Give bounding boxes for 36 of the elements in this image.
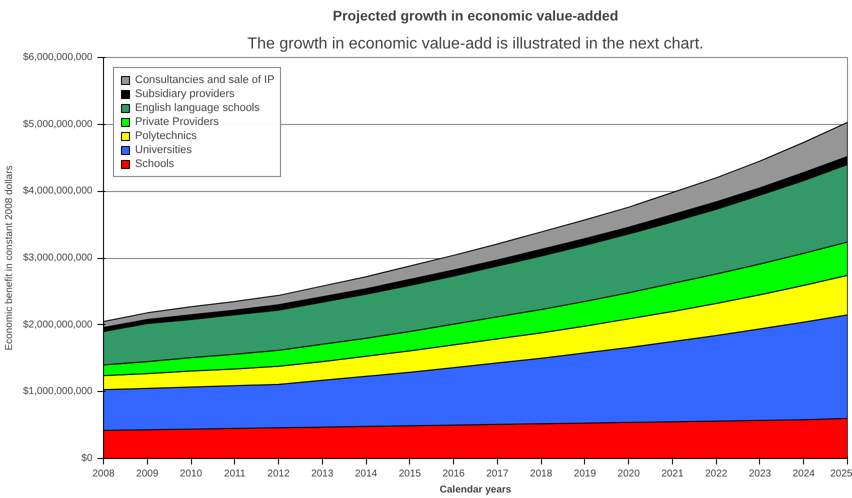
x-tick-label: 2016: [442, 468, 466, 480]
x-tick-label: 2017: [486, 468, 509, 480]
legend-label: Consultancies and sale of IP: [135, 74, 274, 86]
y-axis-title: Economic benefit in constant 2008 dollars: [4, 165, 15, 351]
y-tick-label: $4,000,000,000: [22, 186, 93, 197]
y-tick-label: $5,000,000,000: [22, 118, 93, 130]
x-tick-label: 2022: [705, 468, 728, 480]
x-axis-title: Calendar years: [440, 484, 512, 496]
chart-title: Projected growth in economic value-added: [332, 8, 618, 24]
x-tick-label: 2019: [574, 468, 596, 480]
x-tick-label: 2010: [180, 468, 203, 480]
x-tick-label: 2015: [398, 468, 422, 480]
x-tick-label: 2025: [830, 468, 852, 480]
y-tick-label: $6,000,000,000: [22, 52, 93, 63]
legend-label: Subsidiary providers: [135, 88, 235, 100]
text: The growth in economic value-add is illustrated in the next chart.: [247, 36, 704, 52]
x-tick-label: 2020: [618, 468, 640, 480]
x-tick-label: 2008: [92, 468, 116, 480]
legend-label: Polytechnics: [135, 130, 197, 142]
legend-label: English language schools: [135, 102, 260, 114]
x-tick-label: 2013: [311, 468, 334, 480]
x-tick-label: 2021: [661, 468, 684, 480]
x-tick-label: 2023: [748, 468, 772, 480]
y-tick-label: $2,000,000,000: [22, 319, 93, 330]
x-tick-label: 2011: [224, 468, 246, 480]
legend-label: Private Providers: [135, 116, 219, 128]
x-tick-label: 2009: [136, 468, 159, 480]
x-tick-label: 2014: [354, 468, 378, 480]
y-tick-label: $0: [81, 453, 93, 464]
x-tick-label: 2018: [530, 468, 553, 480]
x-tick-label: 2024: [792, 468, 816, 480]
legend-label: Universities: [135, 144, 192, 156]
y-tick-label: $3,000,000,000: [22, 252, 93, 264]
x-tick-label: 2012: [267, 468, 290, 480]
y-tick-label: $1,000,000,000: [22, 386, 93, 398]
legend-label: Schools: [135, 158, 174, 170]
